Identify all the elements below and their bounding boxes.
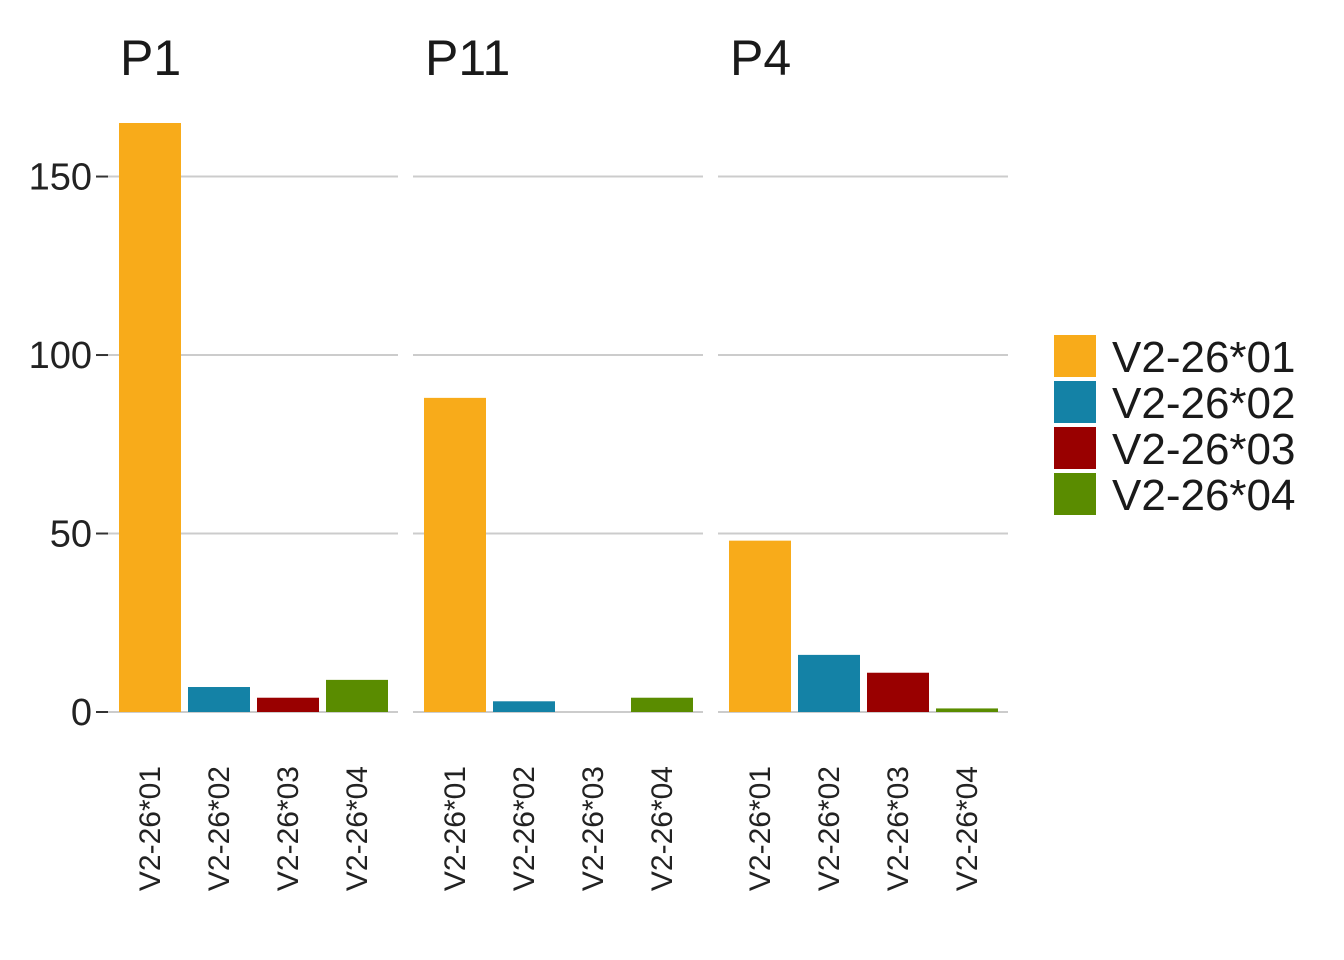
legend-swatch bbox=[1054, 335, 1096, 377]
y-tick-label: 50 bbox=[50, 514, 92, 556]
legend-swatch bbox=[1054, 381, 1096, 423]
facet-panels: P1 V2-26*01 V2-26*02 V2-26*03 V2-26*04 P11 V2-… bbox=[108, 30, 1008, 891]
x-tick-label: V2-26*03 bbox=[272, 766, 305, 891]
bar bbox=[257, 697, 319, 712]
bar bbox=[188, 687, 250, 712]
y-tick-label: 150 bbox=[29, 157, 92, 199]
legend-swatch bbox=[1054, 427, 1096, 469]
bar bbox=[326, 679, 388, 712]
panel-title: P11 bbox=[425, 30, 510, 86]
bar bbox=[867, 672, 929, 712]
legend-label: V2-26*01 bbox=[1112, 333, 1295, 382]
x-tick-label: V2-26*04 bbox=[951, 766, 984, 891]
bar bbox=[729, 540, 791, 712]
panel-title: P4 bbox=[730, 30, 791, 86]
x-tick-label: V2-26*01 bbox=[744, 766, 777, 891]
facet-panel: P1 V2-26*01 V2-26*02 V2-26*03 V2-26*04 bbox=[108, 30, 398, 891]
x-tick-label: V2-26*01 bbox=[134, 766, 167, 891]
facet-panel: P11 V2-26*01 V2-26*02 V2-26*03 V2-26*04 bbox=[413, 30, 703, 891]
bar bbox=[493, 701, 555, 712]
x-tick-label: V2-26*02 bbox=[813, 766, 846, 891]
x-tick-label: V2-26*02 bbox=[203, 766, 236, 891]
legend-label: V2-26*04 bbox=[1112, 471, 1295, 520]
bar bbox=[119, 123, 181, 712]
y-axis: 0 50 100 150 bbox=[29, 157, 108, 734]
x-tick-label: V2-26*01 bbox=[439, 766, 472, 891]
bar bbox=[631, 697, 693, 712]
legend-label: V2-26*02 bbox=[1112, 379, 1295, 428]
x-tick-label: V2-26*02 bbox=[508, 766, 541, 891]
legend-swatch bbox=[1054, 473, 1096, 515]
bar bbox=[424, 397, 486, 712]
legend-label: V2-26*03 bbox=[1112, 425, 1295, 474]
x-tick-label: V2-26*04 bbox=[341, 766, 374, 891]
panel-title: P1 bbox=[120, 30, 181, 86]
bar bbox=[936, 708, 998, 712]
x-tick-label: V2-26*04 bbox=[646, 766, 679, 891]
x-tick-label: V2-26*03 bbox=[882, 766, 915, 891]
bar bbox=[798, 654, 860, 712]
y-tick-label: 100 bbox=[29, 335, 92, 377]
facet-panel: P4 V2-26*01 V2-26*02 V2-26*03 V2-26*04 bbox=[718, 30, 1008, 891]
x-tick-label: V2-26*03 bbox=[577, 766, 610, 891]
y-tick-label: 0 bbox=[71, 692, 92, 734]
